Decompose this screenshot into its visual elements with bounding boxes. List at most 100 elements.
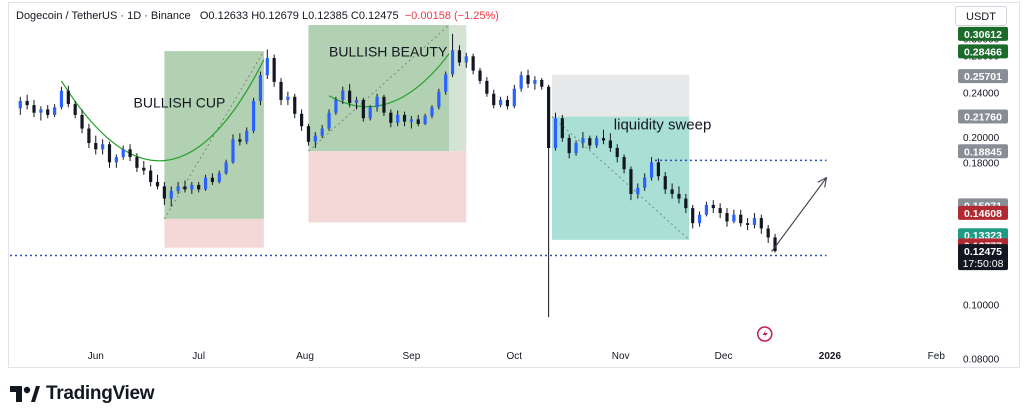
price-tag-label: 0.14608 xyxy=(964,208,1002,220)
candle-2025-07-21 xyxy=(265,49,269,80)
candle-body xyxy=(677,193,681,199)
candle-body xyxy=(684,198,688,209)
candle-2025-11-02 xyxy=(622,154,626,174)
candle-body xyxy=(512,88,516,107)
candle-2025-08-24 xyxy=(382,94,386,117)
price-tag-label: 0.30612 xyxy=(964,29,1002,41)
candle-2025-05-30 xyxy=(87,123,91,149)
zone-red-4 xyxy=(308,151,467,223)
price-tag: 0.14608 xyxy=(958,205,1008,220)
candle-body xyxy=(540,79,544,87)
currency-button[interactable]: USDT xyxy=(955,6,1007,26)
candle-2025-10-07 xyxy=(533,76,537,90)
candle-2025-05-16 xyxy=(39,106,43,121)
price-tag-bg xyxy=(958,44,1008,59)
candle-body xyxy=(670,189,674,194)
candle-2025-06-05 xyxy=(107,141,112,168)
candle-body xyxy=(59,90,64,108)
candle-body xyxy=(190,184,194,190)
candle-body xyxy=(142,167,146,171)
candle-2025-11-10 xyxy=(649,157,654,181)
candle-2025-09-11 xyxy=(444,71,448,95)
candle-2025-07-13 xyxy=(238,133,242,146)
candle-body xyxy=(697,214,702,224)
candle-body xyxy=(368,107,372,119)
candle-body xyxy=(663,176,667,190)
candle-2025-07-31 xyxy=(300,109,304,131)
candle-2025-10-05 xyxy=(526,69,530,88)
candle-body xyxy=(457,50,462,63)
candle-body xyxy=(519,75,523,89)
candle-2025-11-20 xyxy=(684,193,688,214)
zone-diagonal-2 xyxy=(551,116,690,241)
price-tag-bg xyxy=(958,244,1008,271)
candle-2025-09-25 xyxy=(492,89,496,109)
candle-body xyxy=(224,162,228,174)
candle-2025-12-02 xyxy=(725,208,729,227)
candle-2025-05-26 xyxy=(73,100,77,119)
candle-body xyxy=(595,138,599,146)
candle-body xyxy=(334,99,338,113)
candle-2025-11-12 xyxy=(656,158,660,181)
candle-body xyxy=(203,177,208,190)
candle-body xyxy=(553,118,558,149)
candle-body xyxy=(176,186,180,191)
candle-2025-09-03 xyxy=(416,114,420,127)
candle-2025-05-10 xyxy=(18,96,22,115)
candle-body xyxy=(327,112,331,129)
candle-body xyxy=(293,96,297,114)
candle-2025-12-04 xyxy=(732,209,736,224)
zone-green-light-3 xyxy=(449,24,467,152)
candle-2025-09-23 xyxy=(485,77,489,97)
badge-bolt xyxy=(762,330,768,339)
candle-2025-08-04 xyxy=(313,132,317,149)
y-tick-label: 0.10000 xyxy=(963,301,1000,312)
candle-body xyxy=(73,104,77,115)
zone-diagonal-1 xyxy=(308,24,450,152)
candle-body xyxy=(251,100,256,131)
x-tick-label: Aug xyxy=(296,351,314,362)
candle-2025-11-24 xyxy=(697,211,702,227)
price-tag-bg xyxy=(958,144,1008,159)
candle-body xyxy=(718,208,722,214)
candle-body xyxy=(471,56,475,71)
candle-2025-05-12 xyxy=(25,94,29,110)
candle-2025-08-20 xyxy=(368,105,372,121)
candle-body xyxy=(107,144,112,163)
x-tick-label: Oct xyxy=(507,351,523,362)
candle-body xyxy=(32,105,36,113)
candle-body xyxy=(341,90,345,100)
candle-body xyxy=(361,99,365,119)
candle-2025-06-17 xyxy=(149,165,153,187)
candle-body xyxy=(300,113,304,127)
candle-2025-12-10 xyxy=(752,213,757,229)
candle-body xyxy=(643,177,647,188)
candle-2025-10-21 xyxy=(581,132,585,149)
candle-body xyxy=(478,70,482,81)
candle-2025-10-25 xyxy=(595,135,599,149)
candle-body xyxy=(265,58,269,76)
candle-body xyxy=(52,107,57,115)
candle-body xyxy=(622,157,626,170)
y-tick-label: 0.08000 xyxy=(963,355,1000,366)
candle-body xyxy=(588,138,592,146)
candle-body xyxy=(409,119,413,122)
candle-body xyxy=(217,173,221,182)
candle-body xyxy=(725,213,729,222)
candle-body xyxy=(238,139,242,142)
candle-body xyxy=(231,139,235,163)
candle-body xyxy=(498,99,503,106)
price-tag: 0.30612 xyxy=(958,26,1008,41)
candle-2025-10-23 xyxy=(588,135,592,150)
candle-body xyxy=(39,109,43,113)
candle-2025-11-22 xyxy=(691,204,695,229)
candle-2025-12-06 xyxy=(739,209,743,227)
candle-2025-10-13 xyxy=(553,112,558,151)
candle-body xyxy=(581,138,585,143)
candle-body xyxy=(691,208,695,224)
price-tag-label: 0.12475 xyxy=(964,246,1002,258)
candle-body xyxy=(245,130,249,142)
candle-body xyxy=(258,75,263,101)
candle-body xyxy=(286,96,290,100)
